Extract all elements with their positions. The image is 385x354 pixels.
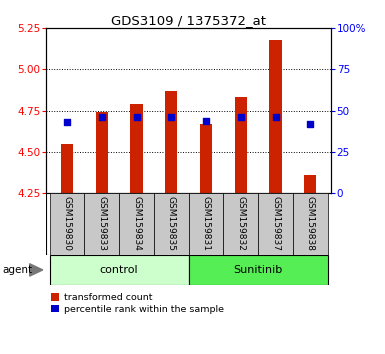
Bar <box>96 112 108 193</box>
Text: GSM159835: GSM159835 <box>167 196 176 251</box>
Text: control: control <box>100 265 139 275</box>
FancyBboxPatch shape <box>50 193 84 255</box>
Text: GSM159831: GSM159831 <box>201 196 211 251</box>
Bar <box>304 175 316 193</box>
FancyBboxPatch shape <box>46 193 324 255</box>
Point <box>238 114 244 120</box>
Polygon shape <box>30 264 43 276</box>
Text: GSM159830: GSM159830 <box>62 196 72 251</box>
FancyBboxPatch shape <box>154 193 189 255</box>
FancyBboxPatch shape <box>189 255 328 285</box>
Legend: transformed count, percentile rank within the sample: transformed count, percentile rank withi… <box>51 293 224 314</box>
FancyBboxPatch shape <box>50 255 189 285</box>
Bar <box>165 91 177 193</box>
FancyBboxPatch shape <box>119 193 154 255</box>
Bar <box>131 104 142 193</box>
Text: Sunitinib: Sunitinib <box>234 265 283 275</box>
Text: GSM159834: GSM159834 <box>132 196 141 251</box>
Text: agent: agent <box>2 265 32 275</box>
FancyBboxPatch shape <box>84 193 119 255</box>
FancyBboxPatch shape <box>258 193 293 255</box>
Point <box>273 114 279 120</box>
Title: GDS3109 / 1375372_at: GDS3109 / 1375372_at <box>111 14 266 27</box>
FancyBboxPatch shape <box>223 193 258 255</box>
Text: GSM159838: GSM159838 <box>306 196 315 251</box>
Text: GSM159832: GSM159832 <box>236 196 245 251</box>
FancyBboxPatch shape <box>189 193 223 255</box>
Point <box>307 121 313 127</box>
Bar <box>200 124 212 193</box>
Point <box>168 114 174 120</box>
Point <box>64 119 70 125</box>
Bar <box>235 97 247 193</box>
Text: GSM159837: GSM159837 <box>271 196 280 251</box>
Text: GSM159833: GSM159833 <box>97 196 106 251</box>
Point <box>134 114 140 120</box>
FancyBboxPatch shape <box>293 193 328 255</box>
Point <box>203 118 209 123</box>
Bar <box>61 144 73 193</box>
Bar <box>270 40 281 193</box>
Point <box>99 114 105 120</box>
